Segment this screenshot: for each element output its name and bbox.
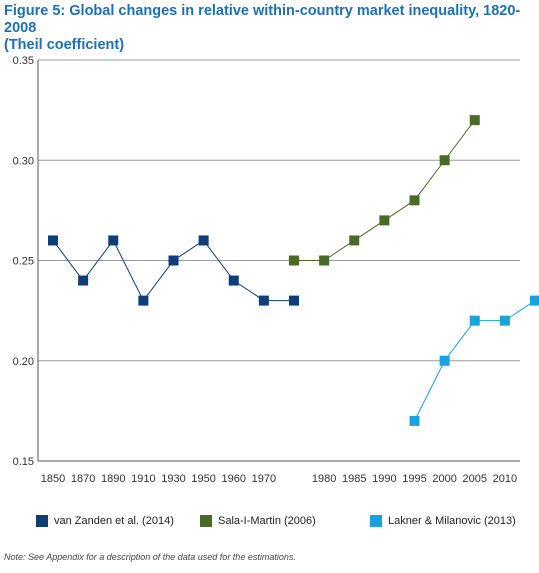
chart-title: Figure 5: Global changes in relative wit…	[4, 3, 534, 54]
data-point-s0-2	[108, 235, 119, 246]
y-tick-label-2: 0.25	[13, 256, 34, 268]
y-axis-ticks: 0.15 0.20 0.25 0.30 0.35	[13, 55, 34, 468]
data-point-s0-0	[48, 235, 58, 246]
legend-item-sala-i-martin: Sala-I-Martin (2006)	[200, 515, 316, 527]
y-tick-label-3: 0.30	[13, 155, 34, 167]
legend-label-sala-i-martin: Sala-I-Martin (2006)	[218, 515, 316, 527]
data-point-s0-4	[168, 255, 179, 266]
data-point-s0-6	[228, 275, 239, 286]
series-line-1	[294, 119, 476, 261]
y-tick-label-1: 0.20	[13, 356, 34, 368]
gridlines	[37, 59, 520, 462]
legend-swatch-sala-i-martin	[200, 515, 212, 527]
x-tick-label-1985: 1985	[342, 473, 366, 485]
x-tick-label-1995: 1995	[402, 473, 426, 485]
data-point-s0-8	[289, 295, 299, 306]
x-tick-label-1990: 1990	[372, 473, 396, 485]
legend-item-van-zanden: van Zanden et al. (2014)	[36, 515, 174, 527]
legend-label-van-zanden: van Zanden et al. (2014)	[54, 515, 174, 527]
data-point-s2-4	[530, 295, 539, 306]
x-tick-label-1950: 1950	[191, 473, 215, 485]
legend-swatch-lakner-milanovic	[370, 515, 382, 527]
x-tick-label-1970: 1970	[252, 473, 276, 485]
data-point-s1-0	[289, 255, 299, 266]
x-tick-label-1960: 1960	[222, 473, 246, 485]
legend-label-lakner-milanovic: Lakner & Milanovic (2013)	[388, 515, 516, 527]
line-chart: 0.15 0.20 0.25 0.30 0.35 1850 1870 1890 1910 193…	[13, 55, 539, 485]
data-point-s1-1	[319, 255, 330, 266]
data-point-s2-2	[469, 315, 480, 326]
x-axis-ticks: 1850 1870 1890 1910 1930 1950 1960 1970 1980 1985…	[41, 473, 517, 485]
x-tick-label-1980: 1980	[312, 473, 336, 485]
data-point-s1-2	[349, 235, 360, 246]
legend-swatch-van-zanden	[36, 515, 48, 527]
x-tick-label-1890: 1890	[101, 473, 125, 485]
data-point-s0-7	[258, 295, 269, 306]
data-point-s0-1	[78, 275, 89, 286]
y-tick-label-0: 0.15	[13, 456, 34, 468]
series-line-0	[52, 239, 294, 302]
data-point-s0-3	[138, 295, 149, 306]
footnote: Note: See Appendix for a description of …	[4, 552, 296, 562]
data-point-s1-6	[469, 115, 480, 126]
chart-title-line2: (Theil coefficient)	[4, 37, 125, 53]
data-point-s1-4	[409, 195, 420, 206]
data-point-s2-0	[409, 415, 420, 426]
x-tick-label-1850: 1850	[41, 473, 65, 485]
data-point-s2-3	[499, 315, 510, 326]
x-tick-label-2010: 2010	[493, 473, 517, 485]
x-tick-label-2000: 2000	[432, 473, 456, 485]
x-tick-label-2005: 2005	[463, 473, 487, 485]
y-tick-label-4: 0.35	[13, 55, 34, 67]
data-point-s2-1	[439, 355, 450, 366]
data-point-s0-5	[198, 235, 209, 246]
chart-title-line1: Figure 5: Global changes in relative wit…	[4, 3, 521, 36]
x-tick-label-1870: 1870	[71, 473, 95, 485]
legend: van Zanden et al. (2014) Sala-I-Martin (…	[0, 515, 539, 531]
data-point-s1-5	[439, 155, 450, 166]
x-tick-label-1930: 1930	[161, 473, 185, 485]
legend-item-lakner-milanovic: Lakner & Milanovic (2013)	[370, 515, 516, 527]
x-tick-label-1910: 1910	[131, 473, 155, 485]
series-group	[48, 115, 539, 426]
data-point-s1-3	[379, 215, 390, 226]
